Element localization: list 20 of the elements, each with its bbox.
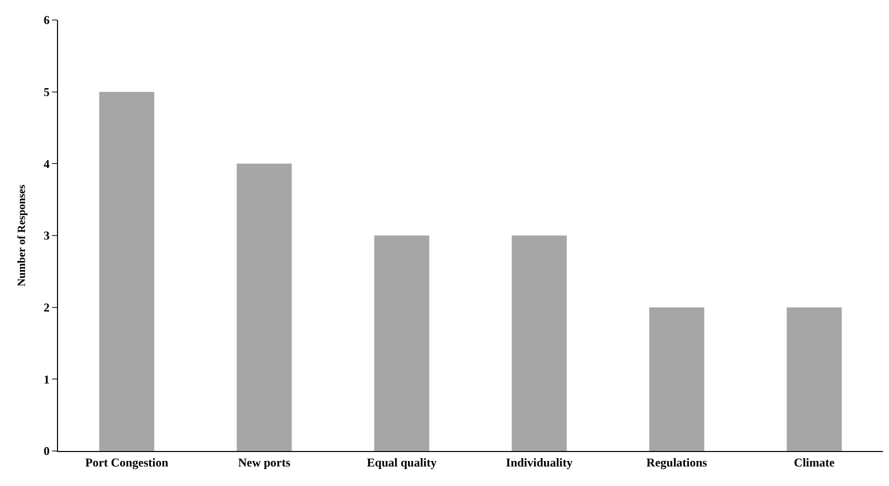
x-tick-label: Equal quality [366, 455, 437, 470]
y-tick-label: 5 [44, 85, 50, 100]
bar [649, 307, 704, 451]
x-tick-label: Port Congestion [85, 455, 169, 470]
bar [786, 307, 842, 451]
bar [236, 164, 292, 451]
x-tick-label: Climate [794, 455, 836, 470]
y-tick-label: 1 [44, 372, 50, 386]
y-axis-title: Number of Responses [16, 184, 28, 286]
y-tick-label: 2 [44, 300, 50, 315]
y-tick-label: 3 [44, 228, 50, 243]
bar [374, 236, 430, 451]
bar [512, 236, 567, 451]
y-tick-label: 6 [44, 13, 50, 28]
y-tick-label: 4 [44, 156, 50, 171]
x-tick-label: Individuality [506, 455, 573, 470]
bar [99, 92, 154, 451]
x-tick-label: New ports [238, 455, 291, 470]
x-tick-label: Regulations [646, 455, 708, 470]
y-tick-label: 0 [44, 444, 50, 458]
